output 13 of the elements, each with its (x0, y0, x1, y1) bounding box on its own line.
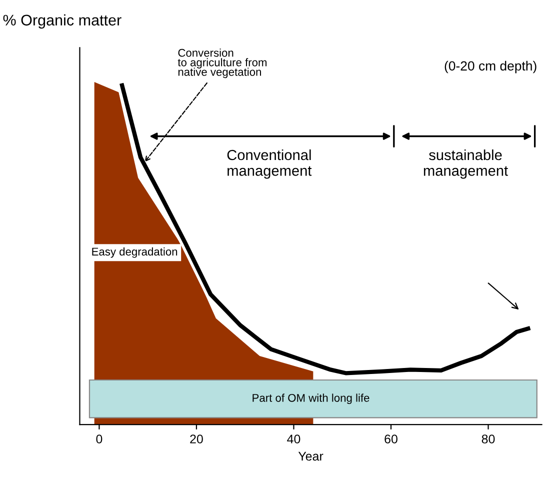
annotation: Conversion to agriculture from native vegetation (178, 48, 266, 78)
y-axis-title: % Organic matter (3, 14, 122, 29)
band-label: Part of OM with long life (252, 394, 370, 404)
x-tick-label: 80 (482, 434, 495, 444)
x-tick-label: 40 (287, 434, 300, 444)
x-axis-title: Year (298, 452, 324, 461)
annotation: Easy degradation (92, 247, 178, 258)
annotation: sustainable management (424, 149, 508, 179)
x-tick-label: 60 (384, 434, 398, 444)
annotation: Conventional management (227, 149, 312, 179)
x-tick-label: 20 (190, 434, 203, 444)
x-tick-label: 0 (96, 434, 102, 444)
text: (0-20 cm depth) (444, 60, 536, 74)
